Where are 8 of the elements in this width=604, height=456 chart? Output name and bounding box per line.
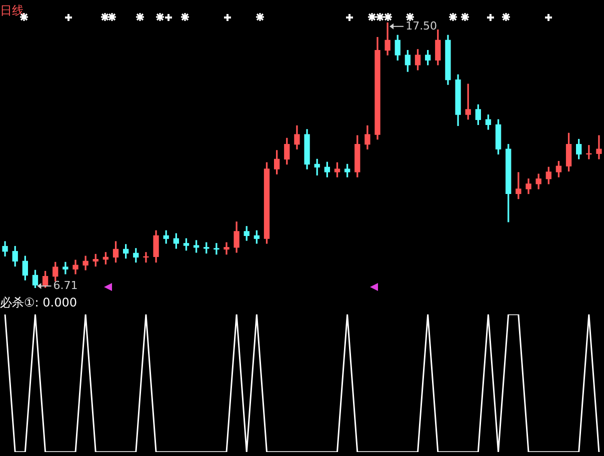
candlestick: [214, 243, 220, 255]
annotation: 6.71: [53, 278, 78, 292]
candlestick: [224, 242, 230, 255]
annotation: 17.50: [406, 19, 438, 32]
chart-title: 必杀①: 0.000: [0, 295, 77, 310]
candlestick: [62, 262, 68, 274]
candlestick: [596, 135, 602, 160]
candlestick: [516, 172, 522, 200]
